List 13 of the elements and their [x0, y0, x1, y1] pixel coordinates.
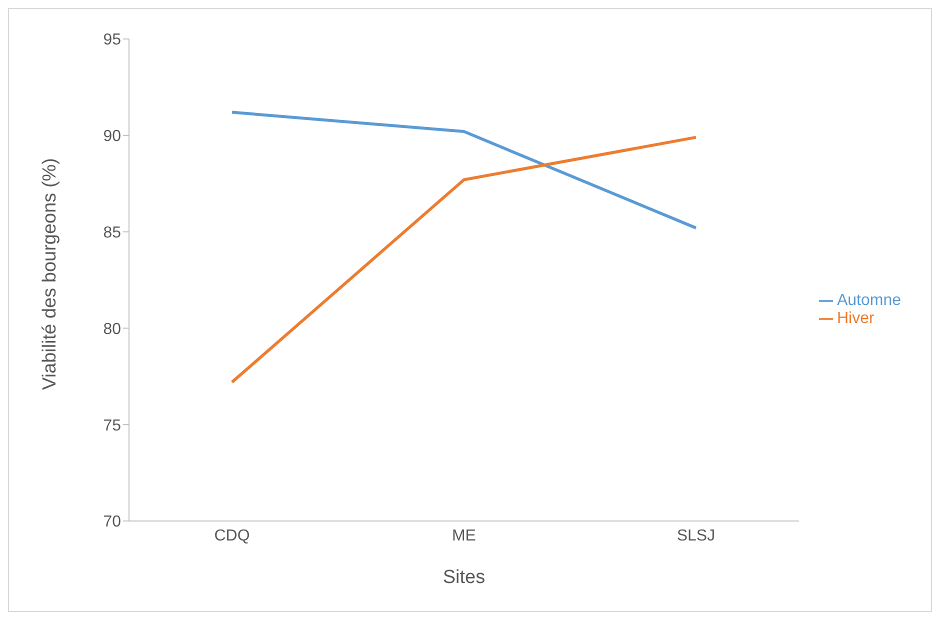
y-tick-label: 85 — [103, 224, 122, 242]
legend-label: Hiver — [836, 310, 874, 327]
y-tick-label: 95 — [103, 32, 122, 49]
y-tick-label: 70 — [103, 514, 122, 531]
y-axis-title: Viabilité des bourgeons (%) — [40, 158, 61, 390]
x-tick-label: ME — [452, 527, 476, 544]
y-tick-label: 75 — [103, 417, 122, 434]
y-tick-label: 80 — [103, 320, 122, 338]
y-tick-label: 90 — [103, 128, 122, 146]
x-axis-title: Sites — [442, 567, 486, 588]
x-tick-label: SLSJ — [676, 527, 716, 544]
x-tick-label: CDQ — [214, 527, 250, 544]
legend-label: Automne — [836, 292, 901, 309]
